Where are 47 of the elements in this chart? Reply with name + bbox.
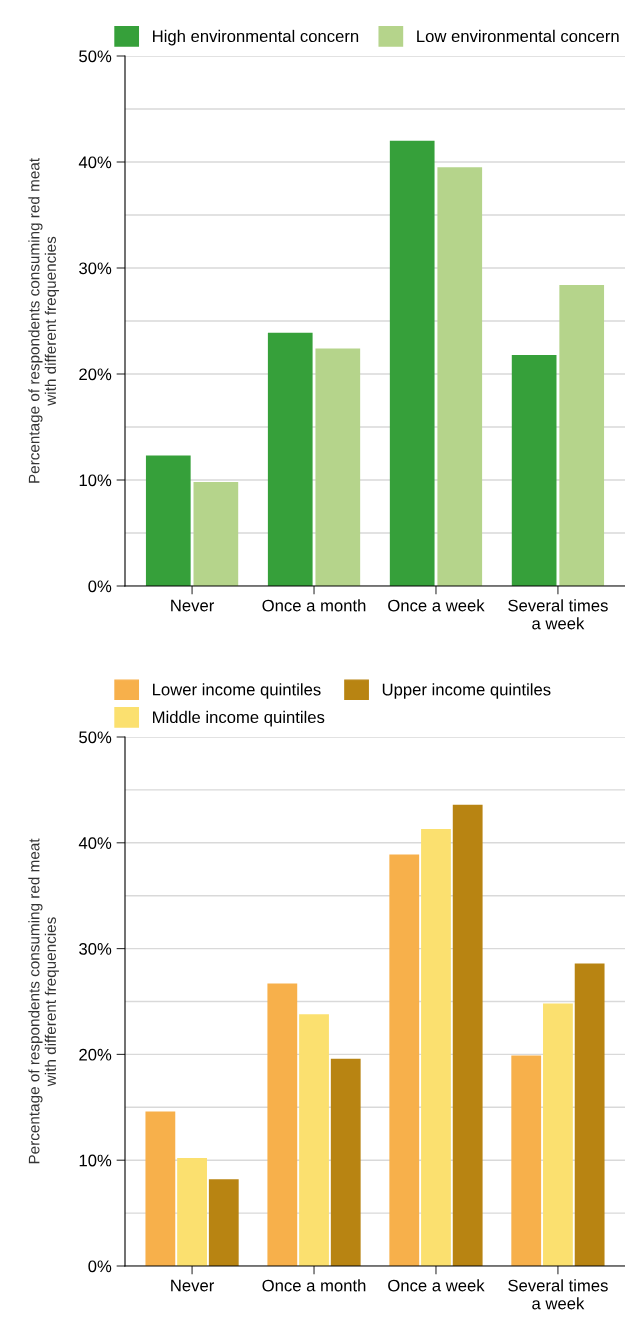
bar	[437, 167, 483, 586]
legend-label: Lower income quintiles	[153, 683, 321, 699]
x-tick-label: Once a week	[388, 1279, 485, 1292]
y-tick-label: 0%	[88, 580, 112, 593]
bar	[208, 1179, 239, 1266]
bar	[267, 983, 298, 1266]
y-tick-label: 40%	[78, 156, 112, 169]
y-tick-label: 50%	[79, 731, 112, 744]
bar	[574, 963, 605, 1266]
y-tick-label: 10%	[79, 1154, 112, 1167]
bar	[421, 829, 451, 1266]
legend-label: Low environmental concern	[417, 29, 619, 43]
bar	[511, 354, 557, 586]
y-axis-title: Percentage of respondents consuming red meat with different frequencies	[28, 838, 59, 1164]
legend-label: High environmental concern	[153, 29, 359, 46]
legend-label: Middle income quintiles	[153, 710, 325, 727]
y-axis-title: Percentage of respondents consuming red meat with different frequencies	[28, 158, 59, 483]
x-tick-label: Once a month	[262, 1279, 366, 1292]
bar	[452, 804, 483, 1266]
bar	[389, 140, 435, 586]
y-tick-label: 20%	[79, 1048, 112, 1061]
y-tick-label: 30%	[79, 262, 112, 275]
bar	[511, 1055, 542, 1266]
y-tick-label: 0%	[88, 1260, 112, 1273]
bar	[559, 284, 605, 586]
legend-label: Upper income quintiles	[382, 683, 551, 699]
bar	[315, 348, 361, 586]
bar	[145, 1111, 176, 1266]
bar	[177, 1158, 207, 1266]
bar	[267, 332, 313, 586]
x-tick-label: Once a week	[388, 599, 485, 612]
bar	[330, 1058, 361, 1266]
x-tick-label: Several times a week	[508, 1279, 608, 1310]
bar	[389, 854, 420, 1266]
y-tick-label: 30%	[79, 943, 112, 955]
y-tick-label: 40%	[78, 837, 112, 849]
bar	[145, 455, 191, 586]
y-tick-label: 20%	[79, 368, 112, 381]
bar	[193, 482, 239, 586]
bar	[543, 1003, 573, 1266]
bar	[299, 1014, 329, 1266]
x-tick-label: Several times a week	[508, 599, 608, 630]
y-tick-label: 10%	[79, 474, 112, 487]
x-tick-label: Never	[171, 1279, 215, 1292]
y-tick-label: 50%	[79, 50, 112, 63]
x-tick-label: Never	[171, 599, 215, 612]
x-tick-label: Once a month	[262, 599, 366, 612]
